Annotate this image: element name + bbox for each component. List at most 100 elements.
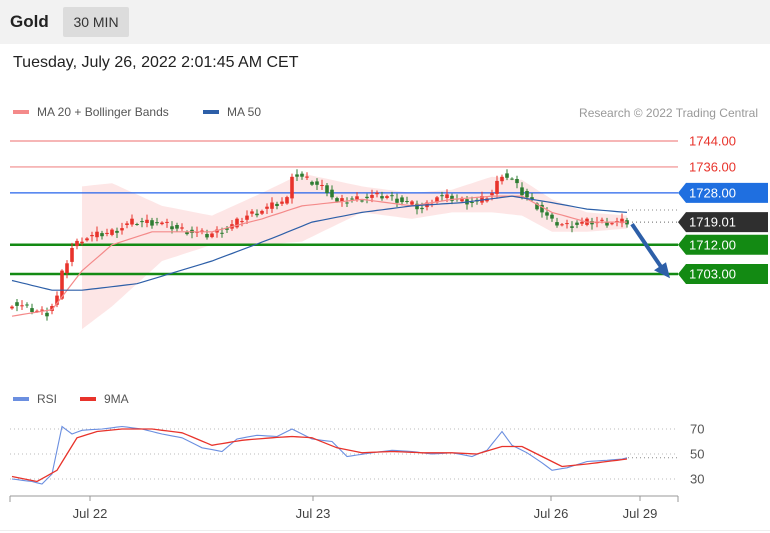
candle-body bbox=[305, 176, 309, 178]
candle-body bbox=[40, 309, 44, 311]
timeframe-button[interactable]: 30 MIN bbox=[63, 7, 129, 37]
candle-body bbox=[70, 248, 74, 262]
candle-body bbox=[315, 181, 319, 185]
candle-body bbox=[375, 192, 379, 195]
ma9-swatch-icon bbox=[80, 397, 96, 401]
price-tag-1703.00 bbox=[678, 264, 768, 284]
candle-body bbox=[325, 185, 329, 194]
candle-body bbox=[145, 219, 149, 223]
bottom-divider bbox=[0, 530, 770, 531]
candle-body bbox=[165, 221, 169, 223]
copyright-text: Research © 2022 Trading Central bbox=[579, 106, 758, 120]
rsi-tick-30: 30 bbox=[690, 472, 704, 487]
candle-body bbox=[100, 233, 104, 237]
rsi-swatch-icon bbox=[13, 397, 29, 401]
candle-body bbox=[610, 223, 614, 225]
candle-body bbox=[255, 213, 259, 216]
candle-body bbox=[95, 231, 99, 238]
candle-body bbox=[65, 263, 69, 273]
candle-body bbox=[480, 196, 484, 203]
candle-body bbox=[560, 224, 564, 226]
candle-body bbox=[185, 231, 189, 235]
candle-body bbox=[150, 220, 154, 226]
rsi-tick-70: 70 bbox=[690, 422, 704, 437]
candle-body bbox=[285, 197, 289, 204]
price-label-1719.01: 1719.01 bbox=[689, 215, 736, 230]
candle-body bbox=[90, 235, 94, 237]
candle-body bbox=[175, 225, 179, 229]
rsi-line bbox=[11, 425, 628, 485]
candle-body bbox=[390, 195, 394, 197]
forecast-arrow-head-icon bbox=[654, 262, 670, 279]
candle-body bbox=[515, 179, 519, 184]
candle-body bbox=[280, 201, 284, 204]
candle-body bbox=[415, 203, 419, 210]
instrument-title: Gold bbox=[10, 12, 49, 31]
bollinger-band-area bbox=[82, 173, 627, 330]
candle-body bbox=[600, 219, 604, 221]
candle-body bbox=[555, 222, 559, 226]
candle-body bbox=[10, 306, 14, 309]
candle-body bbox=[450, 195, 454, 201]
candle-body bbox=[335, 198, 339, 202]
candle-body bbox=[45, 312, 49, 317]
candle-body bbox=[75, 240, 79, 247]
candle-body bbox=[270, 202, 274, 209]
candle-body bbox=[575, 222, 579, 225]
rsi-tick-50: 50 bbox=[690, 447, 704, 462]
candle-body bbox=[200, 230, 204, 232]
candle-body bbox=[605, 222, 609, 226]
x-tick-label: Jul 22 bbox=[73, 506, 108, 521]
candle-body bbox=[205, 234, 209, 238]
candle-body bbox=[545, 212, 549, 216]
candle-body bbox=[525, 191, 529, 198]
candle-body bbox=[365, 196, 369, 199]
candle-body bbox=[160, 222, 164, 225]
candle-body bbox=[115, 230, 119, 233]
candle-body bbox=[295, 174, 299, 177]
candle-body bbox=[445, 194, 449, 198]
candle-body bbox=[420, 207, 424, 210]
candle-body bbox=[500, 176, 504, 182]
candle-body bbox=[125, 223, 129, 225]
legend-ma20-label: MA 20 + Bollinger Bands bbox=[37, 105, 169, 119]
x-tick-label: Jul 26 bbox=[534, 506, 569, 521]
price-label-1728.00: 1728.00 bbox=[689, 185, 736, 200]
legend-rsi-label: RSI bbox=[37, 392, 58, 406]
candle-body bbox=[520, 187, 524, 196]
candle-body bbox=[20, 305, 24, 307]
candle-body bbox=[535, 203, 539, 210]
candle-body bbox=[105, 232, 109, 234]
candle-body bbox=[405, 201, 409, 202]
candle-body bbox=[400, 197, 404, 203]
candle-body bbox=[490, 192, 494, 196]
candle-body bbox=[540, 204, 544, 213]
price-tag-1712.00 bbox=[678, 234, 768, 255]
candle-body bbox=[330, 189, 334, 198]
price-label-1744.00: 1744.00 bbox=[689, 134, 736, 149]
candle-body bbox=[85, 238, 89, 241]
price-tag-1719.01 bbox=[678, 212, 768, 233]
candle-body bbox=[235, 218, 239, 228]
legend-ma50: MA 50 bbox=[203, 105, 261, 119]
candle-body bbox=[155, 222, 159, 224]
candle-body bbox=[210, 233, 214, 238]
x-tick-label: Jul 29 bbox=[623, 506, 658, 521]
candle-body bbox=[495, 180, 499, 194]
price-label-1703.00: 1703.00 bbox=[689, 267, 736, 282]
legend-rsi: RSI bbox=[13, 392, 57, 406]
candle-body bbox=[30, 308, 34, 312]
candle-body bbox=[250, 211, 254, 214]
candle-body bbox=[530, 197, 534, 200]
ma50-line bbox=[11, 195, 628, 291]
legend-ma9-label: 9MA bbox=[104, 392, 129, 406]
candle-body bbox=[620, 218, 624, 224]
candle-body bbox=[570, 226, 574, 228]
legend-ma20: MA 20 + Bollinger Bands bbox=[13, 105, 169, 119]
candle-body bbox=[370, 195, 374, 198]
candle-body bbox=[360, 200, 364, 202]
header-bar: Gold 30 MIN bbox=[0, 0, 770, 44]
candle-body bbox=[275, 203, 279, 206]
candle-body bbox=[225, 228, 229, 230]
